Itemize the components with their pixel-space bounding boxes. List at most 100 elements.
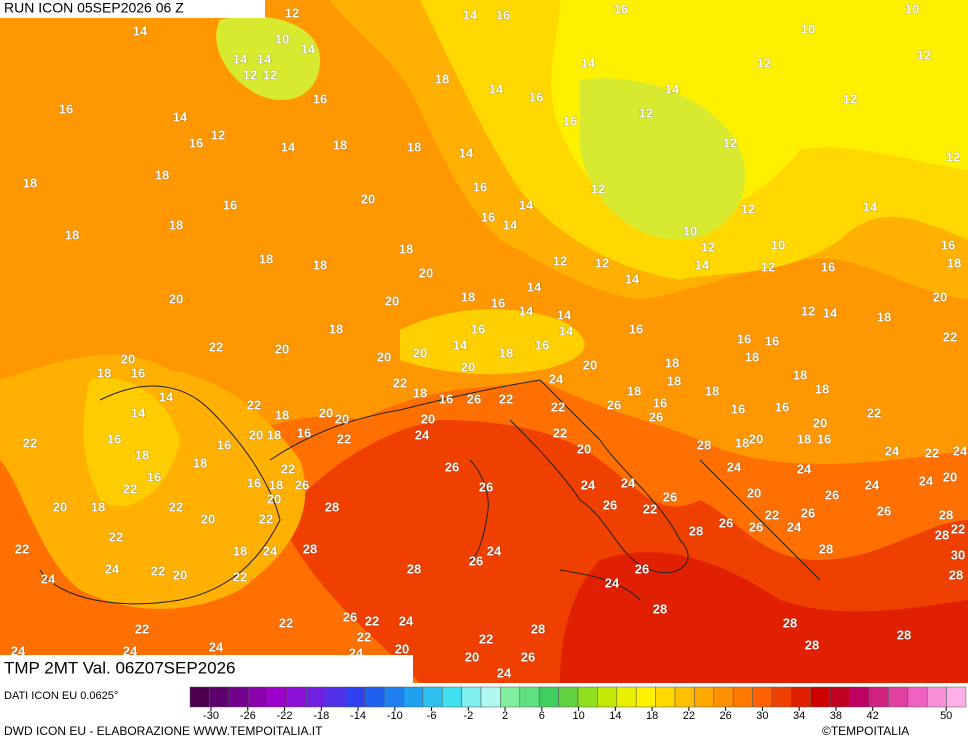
temperature-label: 22 [551, 399, 565, 414]
legend-tick-label: 42 [867, 710, 879, 722]
temperature-label: 18 [269, 477, 283, 492]
temperature-label: 26 [801, 505, 815, 520]
temperature-label: 20 [419, 265, 433, 280]
legend-tick-label: 22 [683, 710, 695, 722]
legend-swatch [597, 686, 618, 708]
legend-swatch [558, 686, 579, 708]
legend-swatch [674, 686, 695, 708]
legend-swatch [480, 686, 501, 708]
temperature-label: 18 [435, 71, 449, 86]
temperature-label: 22 [15, 541, 29, 556]
temperature-label: 12 [591, 181, 605, 196]
temperature-label: 18 [735, 435, 749, 450]
temperature-label: 18 [329, 321, 343, 336]
temperature-label: 10 [771, 237, 785, 252]
temperature-label: 24 [581, 477, 596, 492]
temperature-label: 18 [461, 289, 475, 304]
temperature-label: 28 [407, 561, 421, 576]
temperature-label: 28 [325, 499, 339, 514]
temperature-label: 14 [625, 271, 640, 286]
temperature-label: 26 [825, 487, 839, 502]
temperature-label: 12 [946, 149, 960, 164]
legend-tick-label: 34 [793, 710, 805, 722]
temperature-label: 18 [313, 257, 327, 272]
temperature-label: 18 [267, 427, 281, 442]
temperature-label: 14 [453, 337, 468, 352]
legend-tick-label: -22 [277, 710, 293, 722]
legend-swatch [189, 686, 210, 708]
temperature-label: 14 [159, 389, 174, 404]
legend-swatch [732, 686, 753, 708]
temperature-label: 16 [491, 295, 505, 310]
temperature-label: 26 [663, 489, 677, 504]
temperature-label: 18 [665, 355, 679, 370]
temperature-label: 16 [653, 395, 667, 410]
credit: DWD ICON EU - ELABORAZIONE WWW.TEMPOITAL… [4, 724, 323, 738]
temperature-label: 14 [173, 109, 188, 124]
temperature-label: 12 [263, 67, 277, 82]
legend-swatch [635, 686, 656, 708]
temperature-label: 16 [297, 425, 311, 440]
uk-zone [216, 16, 320, 100]
legend-swatch [946, 686, 967, 708]
temperature-label: 18 [23, 175, 37, 190]
temperature-label: 16 [737, 331, 751, 346]
temperature-label: 16 [189, 135, 203, 150]
legend-swatch [791, 686, 812, 708]
temperature-label: 22 [479, 631, 493, 646]
temperature-label: 24 [399, 613, 414, 628]
temperature-label: 26 [607, 397, 621, 412]
legend-tick-label: 14 [609, 710, 621, 722]
temperature-label: 18 [91, 499, 105, 514]
legend-swatch [461, 686, 482, 708]
temperature-label: 26 [649, 409, 663, 424]
temperature-label: 24 [787, 519, 802, 534]
temperature-label: 14 [823, 305, 838, 320]
temperature-label: 18 [233, 543, 247, 558]
legend-swatch [344, 686, 365, 708]
temperature-label: 28 [949, 567, 963, 582]
temperature-label: 20 [121, 351, 135, 366]
temperature-label: 18 [135, 447, 149, 462]
temperature-label: 12 [553, 253, 567, 268]
legend-swatch [383, 686, 404, 708]
temperature-label: 24 [497, 665, 512, 680]
temperature-label: 18 [155, 167, 169, 182]
temperature-label: 22 [233, 569, 247, 584]
temperature-label: 28 [935, 527, 949, 542]
legend-tick-label: 6 [539, 710, 545, 722]
temperature-label: 24 [263, 543, 278, 558]
temperature-label: 10 [905, 1, 919, 16]
temperature-label: 28 [819, 541, 833, 556]
temperature-label: 22 [135, 621, 149, 636]
temperature-label: 20 [249, 427, 263, 442]
legend-tick-label: -26 [240, 710, 256, 722]
legend-swatch [306, 686, 327, 708]
temperature-label: 14 [581, 55, 596, 70]
temperature-label: 12 [761, 259, 775, 274]
legend-swatch [616, 686, 637, 708]
temperature-label: 12 [757, 55, 771, 70]
legend-tick-label: -6 [427, 710, 437, 722]
temperature-label: 14 [233, 51, 248, 66]
cooler-zone [580, 78, 746, 240]
temperature-label: 24 [919, 473, 934, 488]
temperature-label: 22 [123, 481, 137, 496]
temperature-label: 22 [209, 339, 223, 354]
temperature-label: 20 [749, 431, 763, 446]
temperature-label: 22 [151, 563, 165, 578]
temperature-label: 28 [303, 541, 317, 556]
temperature-label: 22 [765, 507, 779, 522]
legend-tick-label: -30 [203, 710, 219, 722]
temperature-label: 18 [333, 137, 347, 152]
temperature-label: 20 [583, 357, 597, 372]
temperature-label: 14 [695, 257, 710, 272]
temperature-label: 14 [463, 7, 478, 22]
temperature-label: 20 [201, 511, 215, 526]
temperature-label: 16 [439, 391, 453, 406]
temperature-label: 12 [723, 135, 737, 150]
temperature-label: 16 [223, 197, 237, 212]
temperature-label: 18 [877, 309, 891, 324]
